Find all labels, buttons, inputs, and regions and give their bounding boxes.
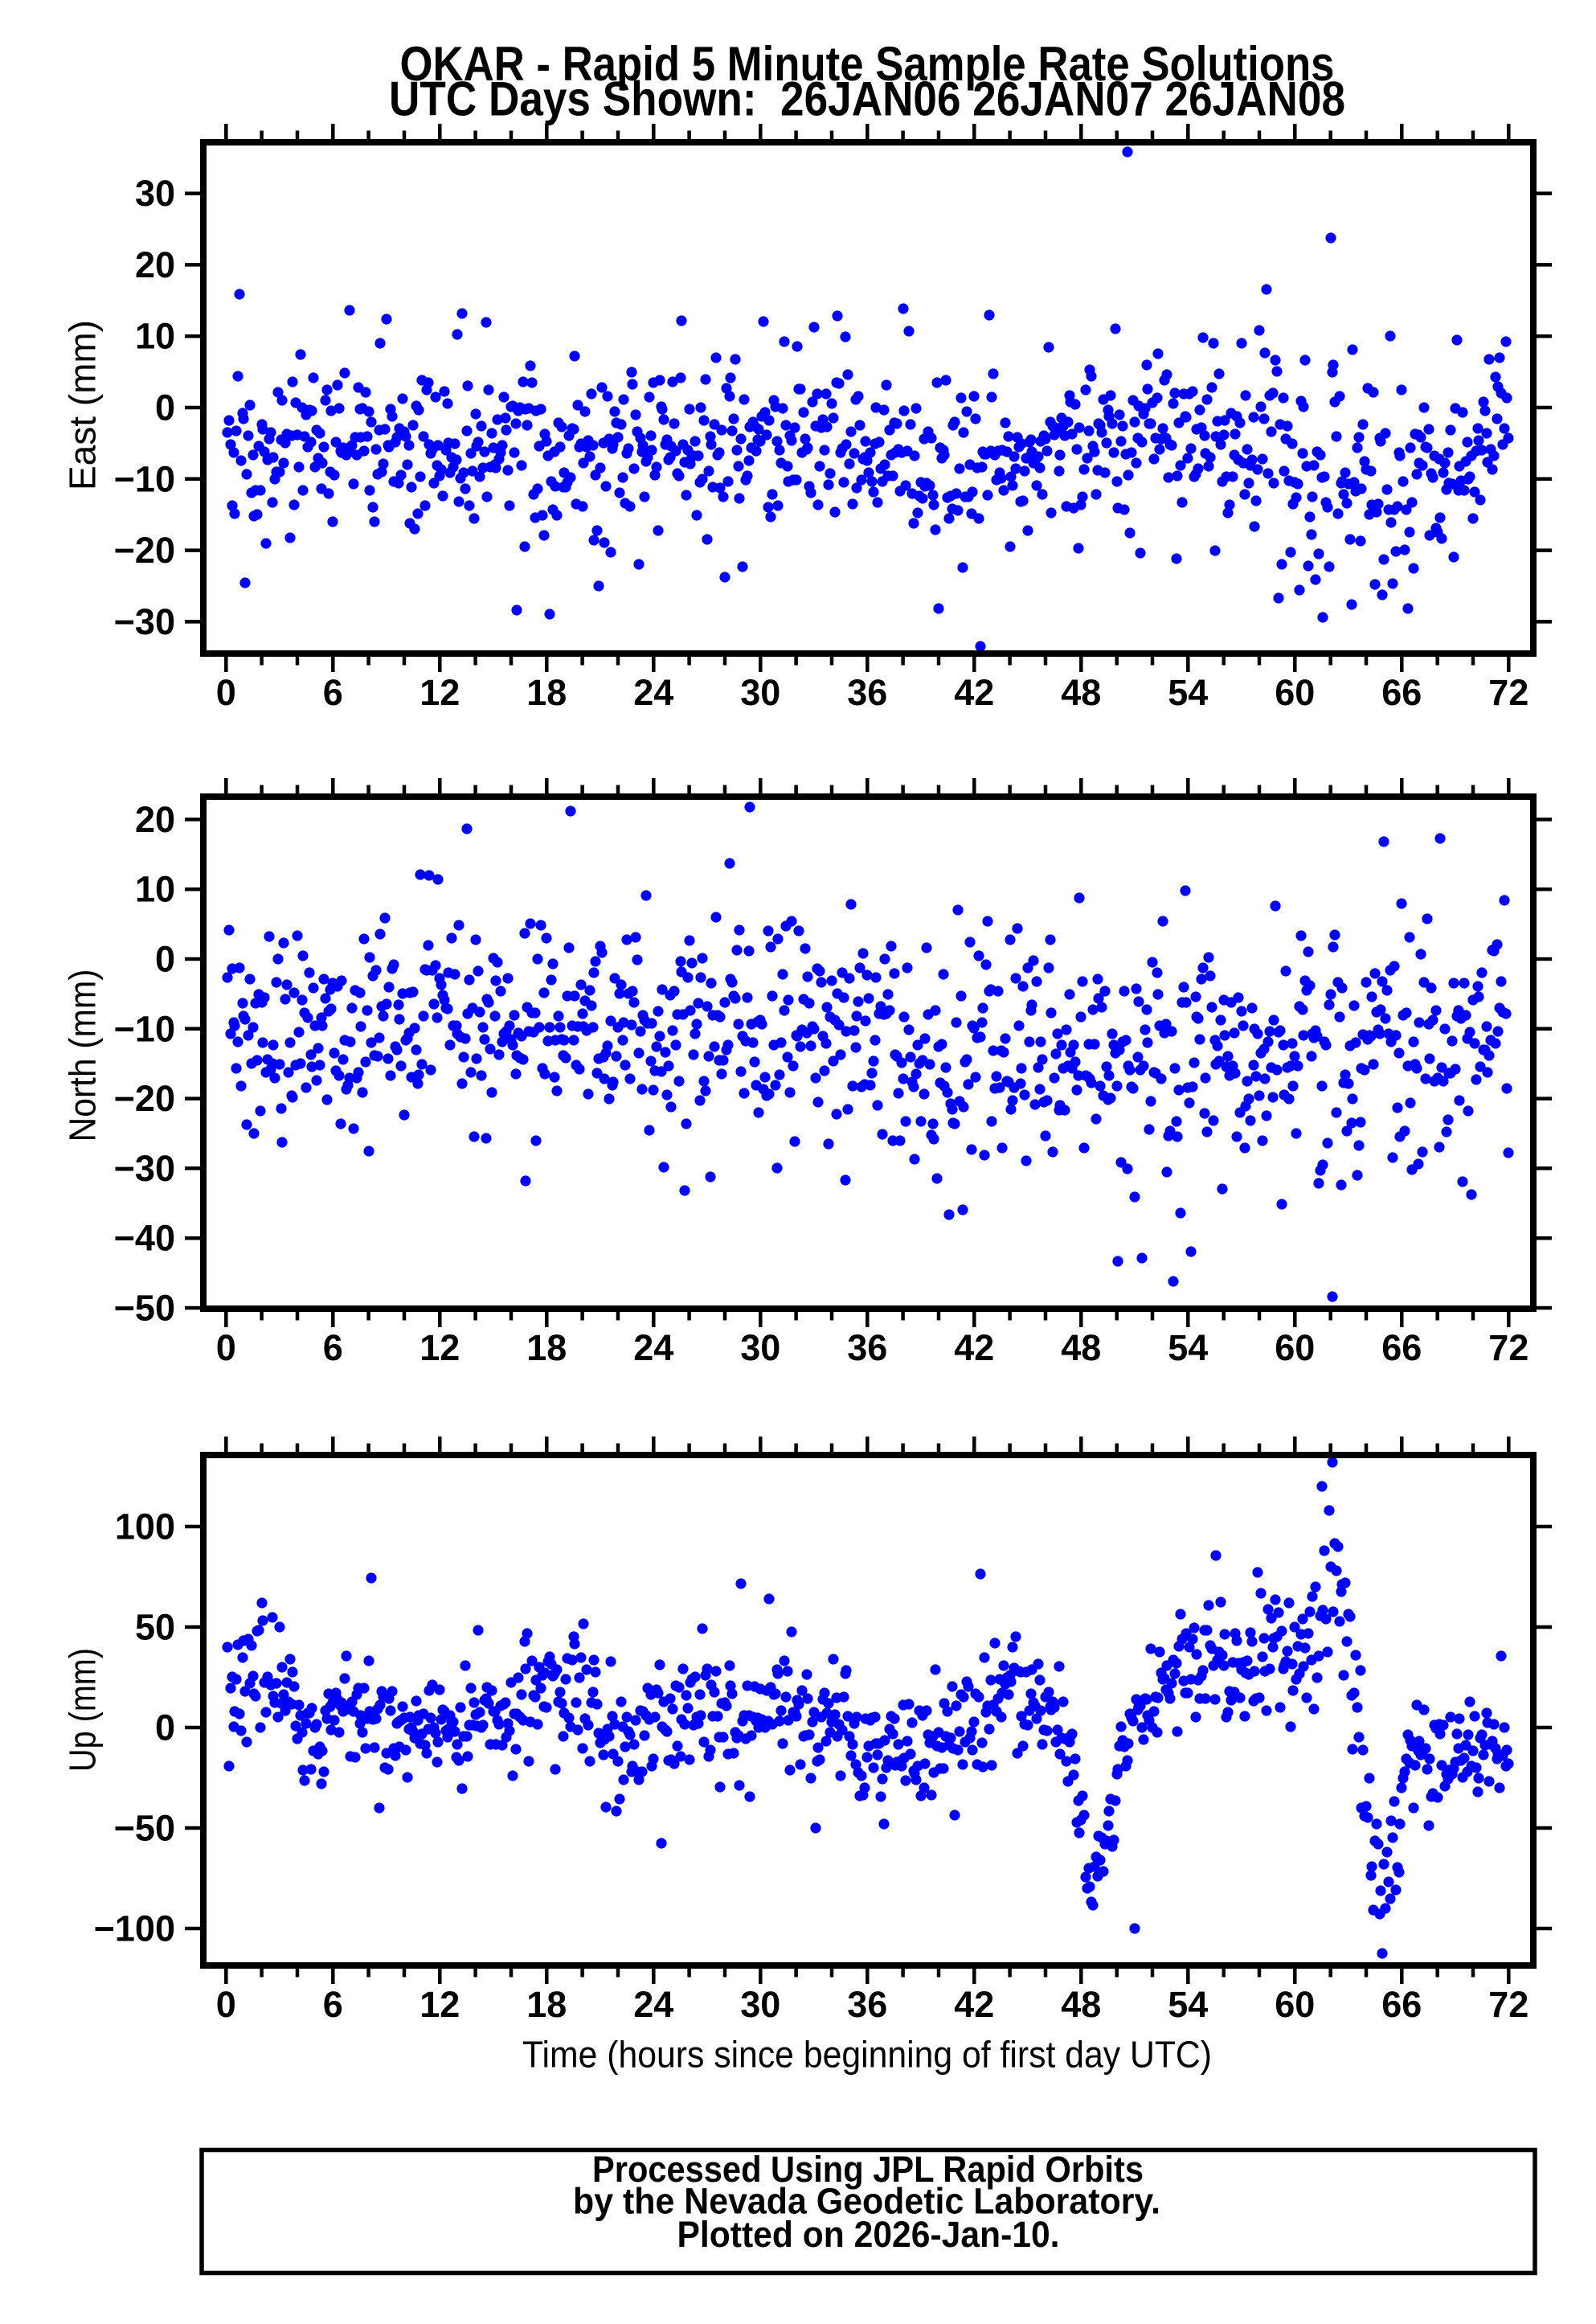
- svg-text:36: 36: [847, 1984, 887, 2025]
- svg-text:42: 42: [954, 672, 994, 713]
- svg-text:Processed Using JPL Rapid Orbi: Processed Using JPL Rapid Orbits: [592, 2149, 1144, 2190]
- svg-text:48: 48: [1061, 1327, 1101, 1368]
- svg-text:24: 24: [633, 1327, 673, 1368]
- svg-text:66: 66: [1381, 1984, 1422, 2025]
- svg-text:0: 0: [155, 1707, 175, 1748]
- svg-text:East (mm): East (mm): [62, 320, 104, 490]
- svg-text:10: 10: [135, 869, 175, 910]
- svg-text:6: 6: [323, 1327, 343, 1368]
- svg-text:−50: −50: [114, 1808, 175, 1849]
- svg-text:−10: −10: [114, 1008, 175, 1049]
- svg-text:Plotted on 2026-Jan-10.: Plotted on 2026-Jan-10.: [677, 2214, 1060, 2255]
- svg-text:6: 6: [323, 1984, 343, 2025]
- svg-text:66: 66: [1381, 672, 1422, 713]
- svg-text:−10: −10: [114, 458, 175, 499]
- svg-text:48: 48: [1061, 672, 1101, 713]
- svg-text:24: 24: [633, 1984, 673, 2025]
- svg-text:60: 60: [1275, 672, 1315, 713]
- svg-text:36: 36: [847, 1327, 887, 1368]
- svg-text:−30: −30: [114, 601, 175, 642]
- svg-text:60: 60: [1275, 1984, 1315, 2025]
- svg-text:−20: −20: [114, 1078, 175, 1119]
- svg-text:54: 54: [1168, 1327, 1208, 1368]
- svg-text:10: 10: [135, 316, 175, 357]
- svg-text:0: 0: [216, 1327, 236, 1368]
- svg-text:12: 12: [419, 672, 460, 713]
- svg-text:100: 100: [115, 1506, 175, 1547]
- svg-text:42: 42: [954, 1984, 994, 2025]
- svg-text:0: 0: [216, 672, 236, 713]
- svg-text:−100: −100: [94, 1908, 175, 1949]
- svg-text:54: 54: [1168, 672, 1208, 713]
- svg-text:24: 24: [633, 672, 673, 713]
- svg-text:42: 42: [954, 1327, 994, 1368]
- svg-text:20: 20: [135, 799, 175, 840]
- svg-text:72: 72: [1488, 1984, 1528, 2025]
- svg-text:by the Nevada Geodetic Laborat: by the Nevada Geodetic Laboratory.: [573, 2181, 1160, 2222]
- svg-text:−30: −30: [114, 1148, 175, 1189]
- svg-text:60: 60: [1275, 1327, 1315, 1368]
- svg-text:30: 30: [740, 672, 780, 713]
- svg-text:18: 18: [526, 1327, 567, 1368]
- svg-text:6: 6: [323, 672, 343, 713]
- svg-text:−20: −20: [114, 530, 175, 571]
- svg-text:72: 72: [1488, 672, 1528, 713]
- svg-text:36: 36: [847, 672, 887, 713]
- svg-text:18: 18: [526, 1984, 567, 2025]
- svg-text:0: 0: [155, 387, 175, 428]
- svg-text:30: 30: [740, 1327, 780, 1368]
- svg-text:OKAR - Rapid 5 Minute Sample R: OKAR - Rapid 5 Minute Sample Rate Soluti…: [400, 37, 1335, 91]
- svg-text:54: 54: [1168, 1984, 1208, 2025]
- svg-text:−40: −40: [114, 1218, 175, 1259]
- svg-text:30: 30: [740, 1984, 780, 2025]
- svg-text:12: 12: [419, 1984, 460, 2025]
- svg-text:Up (mm): Up (mm): [62, 1648, 104, 1772]
- svg-text:72: 72: [1488, 1327, 1528, 1368]
- svg-text:Time (hours since beginning of: Time (hours since beginning of first day…: [522, 2034, 1212, 2076]
- svg-text:18: 18: [526, 672, 567, 713]
- svg-text:66: 66: [1381, 1327, 1422, 1368]
- svg-text:0: 0: [216, 1984, 236, 2025]
- svg-text:48: 48: [1061, 1984, 1101, 2025]
- svg-text:UTC Days Shown: 26JAN06 26JAN: UTC Days Shown: 26JAN06 26JAN07 26JAN08: [389, 72, 1345, 126]
- svg-text:30: 30: [135, 173, 175, 214]
- svg-text:12: 12: [419, 1327, 460, 1368]
- svg-text:0: 0: [155, 939, 175, 980]
- svg-text:−50: −50: [114, 1288, 175, 1329]
- svg-text:20: 20: [135, 244, 175, 285]
- svg-text:50: 50: [135, 1607, 175, 1648]
- svg-text:North (mm): North (mm): [62, 969, 104, 1142]
